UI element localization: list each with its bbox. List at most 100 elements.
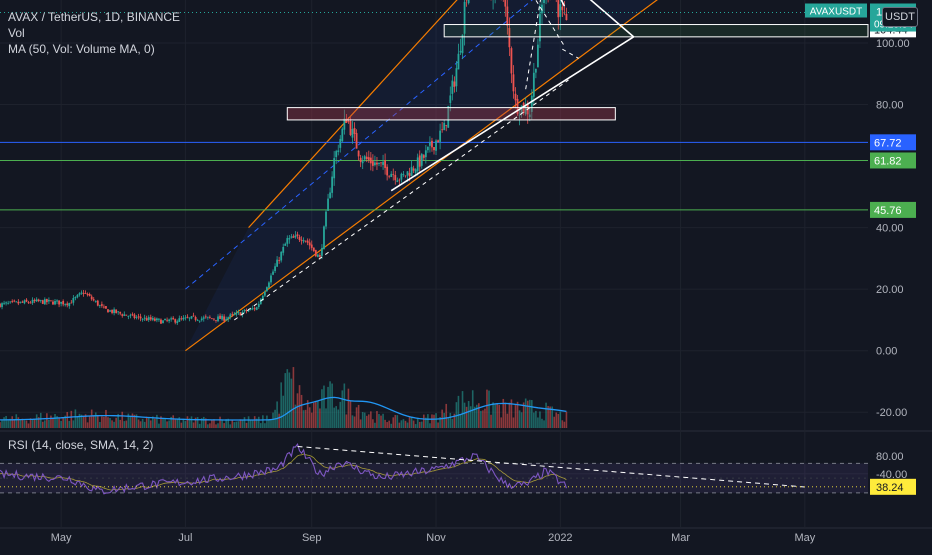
volume-bar bbox=[339, 402, 341, 428]
candle-body bbox=[142, 319, 144, 320]
volume-bar bbox=[405, 421, 407, 428]
volume-bar bbox=[484, 409, 486, 428]
currency-button[interactable]: USDT bbox=[882, 7, 918, 27]
volume-bar bbox=[350, 401, 352, 428]
candle-body bbox=[427, 147, 429, 151]
volume-bar bbox=[111, 420, 113, 428]
candle-body bbox=[380, 162, 382, 163]
candle-body bbox=[201, 319, 203, 321]
volume-bar bbox=[313, 403, 315, 428]
candle-body bbox=[203, 317, 205, 318]
volume-bar bbox=[388, 421, 390, 428]
candle-body bbox=[132, 314, 134, 315]
level-tag-67: 67.72 bbox=[874, 137, 902, 149]
candle-body bbox=[91, 297, 93, 300]
price-tick-label: 80.00 bbox=[876, 100, 904, 112]
candle-body bbox=[189, 318, 191, 319]
volume-bar bbox=[107, 417, 109, 428]
zone-support-zone bbox=[287, 108, 615, 120]
candle-body bbox=[339, 139, 341, 148]
candle-body bbox=[170, 318, 172, 319]
volume-bar bbox=[291, 379, 293, 428]
volume-bar bbox=[399, 423, 401, 428]
candle-body bbox=[107, 309, 109, 312]
volume-bar bbox=[505, 403, 507, 428]
candle-body bbox=[15, 302, 17, 303]
candle-body bbox=[223, 316, 225, 320]
candle-body bbox=[233, 314, 235, 315]
volume-bar bbox=[342, 390, 344, 428]
volume-bar bbox=[323, 386, 325, 428]
volume-bar bbox=[52, 418, 54, 428]
candle-body bbox=[252, 308, 254, 309]
volume-bar bbox=[358, 405, 360, 428]
candle-body bbox=[356, 133, 358, 149]
volume-bar bbox=[562, 420, 564, 428]
volume-bar bbox=[370, 411, 372, 428]
volume-bar bbox=[244, 417, 246, 428]
candle-body bbox=[28, 302, 30, 303]
volume-bar bbox=[409, 417, 411, 428]
volume-bar bbox=[468, 401, 470, 428]
volume-bar bbox=[415, 424, 417, 428]
volume-bar bbox=[407, 423, 409, 428]
candle-body bbox=[295, 236, 297, 238]
volume-bar bbox=[496, 404, 498, 428]
candle-body bbox=[390, 174, 392, 177]
volume-bar bbox=[344, 384, 346, 428]
candle-body bbox=[396, 180, 398, 181]
volume-bar bbox=[126, 421, 128, 428]
candle-body bbox=[93, 299, 95, 300]
candle-body bbox=[456, 68, 458, 86]
volume-bar bbox=[419, 422, 421, 428]
volume-bar bbox=[7, 421, 9, 428]
candle-body bbox=[439, 131, 441, 142]
candle-body bbox=[301, 240, 303, 241]
candle-body bbox=[435, 140, 437, 150]
candle-body bbox=[413, 168, 415, 170]
rsi-legend[interactable]: RSI (14, close, SMA, 14, 2) bbox=[8, 438, 153, 452]
volume-legend[interactable]: Vol bbox=[8, 26, 25, 40]
volume-bar bbox=[73, 420, 75, 428]
candle-body bbox=[511, 48, 513, 73]
volume-bar bbox=[555, 412, 557, 428]
candle-body bbox=[215, 320, 217, 321]
candle-body bbox=[89, 294, 91, 296]
volume-bar bbox=[492, 402, 494, 428]
volume-bar bbox=[32, 420, 34, 428]
volume-bar bbox=[478, 403, 480, 428]
candle-body bbox=[405, 175, 407, 176]
candle-body bbox=[256, 307, 258, 310]
volume-bar bbox=[223, 423, 225, 428]
candle-body bbox=[13, 301, 15, 302]
volume-bar bbox=[331, 384, 333, 428]
price-tick-label: 100.00 bbox=[876, 38, 910, 50]
volume-bar bbox=[221, 420, 223, 428]
volume-bar bbox=[437, 422, 439, 428]
candle-body bbox=[182, 318, 184, 320]
volume-bar bbox=[215, 424, 217, 428]
volume-bar bbox=[97, 416, 99, 428]
volume-bar bbox=[185, 421, 187, 428]
volume-bar bbox=[531, 400, 533, 428]
volume-bar bbox=[258, 417, 260, 428]
candle-body bbox=[58, 300, 60, 304]
candle-body bbox=[127, 316, 129, 317]
candle-body bbox=[209, 317, 211, 318]
candle-body bbox=[370, 158, 372, 164]
candle-body bbox=[423, 155, 425, 158]
candle-body bbox=[26, 300, 28, 302]
candle-body bbox=[388, 176, 390, 177]
candle-body bbox=[376, 163, 378, 165]
candle-body bbox=[185, 318, 187, 319]
candle-body bbox=[117, 311, 119, 312]
volume-bar bbox=[329, 381, 331, 428]
candle-body bbox=[331, 177, 333, 193]
ma-legend[interactable]: MA (50, Vol: Volume MA, 0) bbox=[8, 42, 155, 56]
volume-bar bbox=[28, 423, 30, 428]
symbol-title[interactable]: AVAX / TetherUS, 1D, BINANCE bbox=[8, 10, 180, 24]
volume-bar bbox=[113, 422, 115, 428]
volume-bar bbox=[83, 416, 85, 428]
